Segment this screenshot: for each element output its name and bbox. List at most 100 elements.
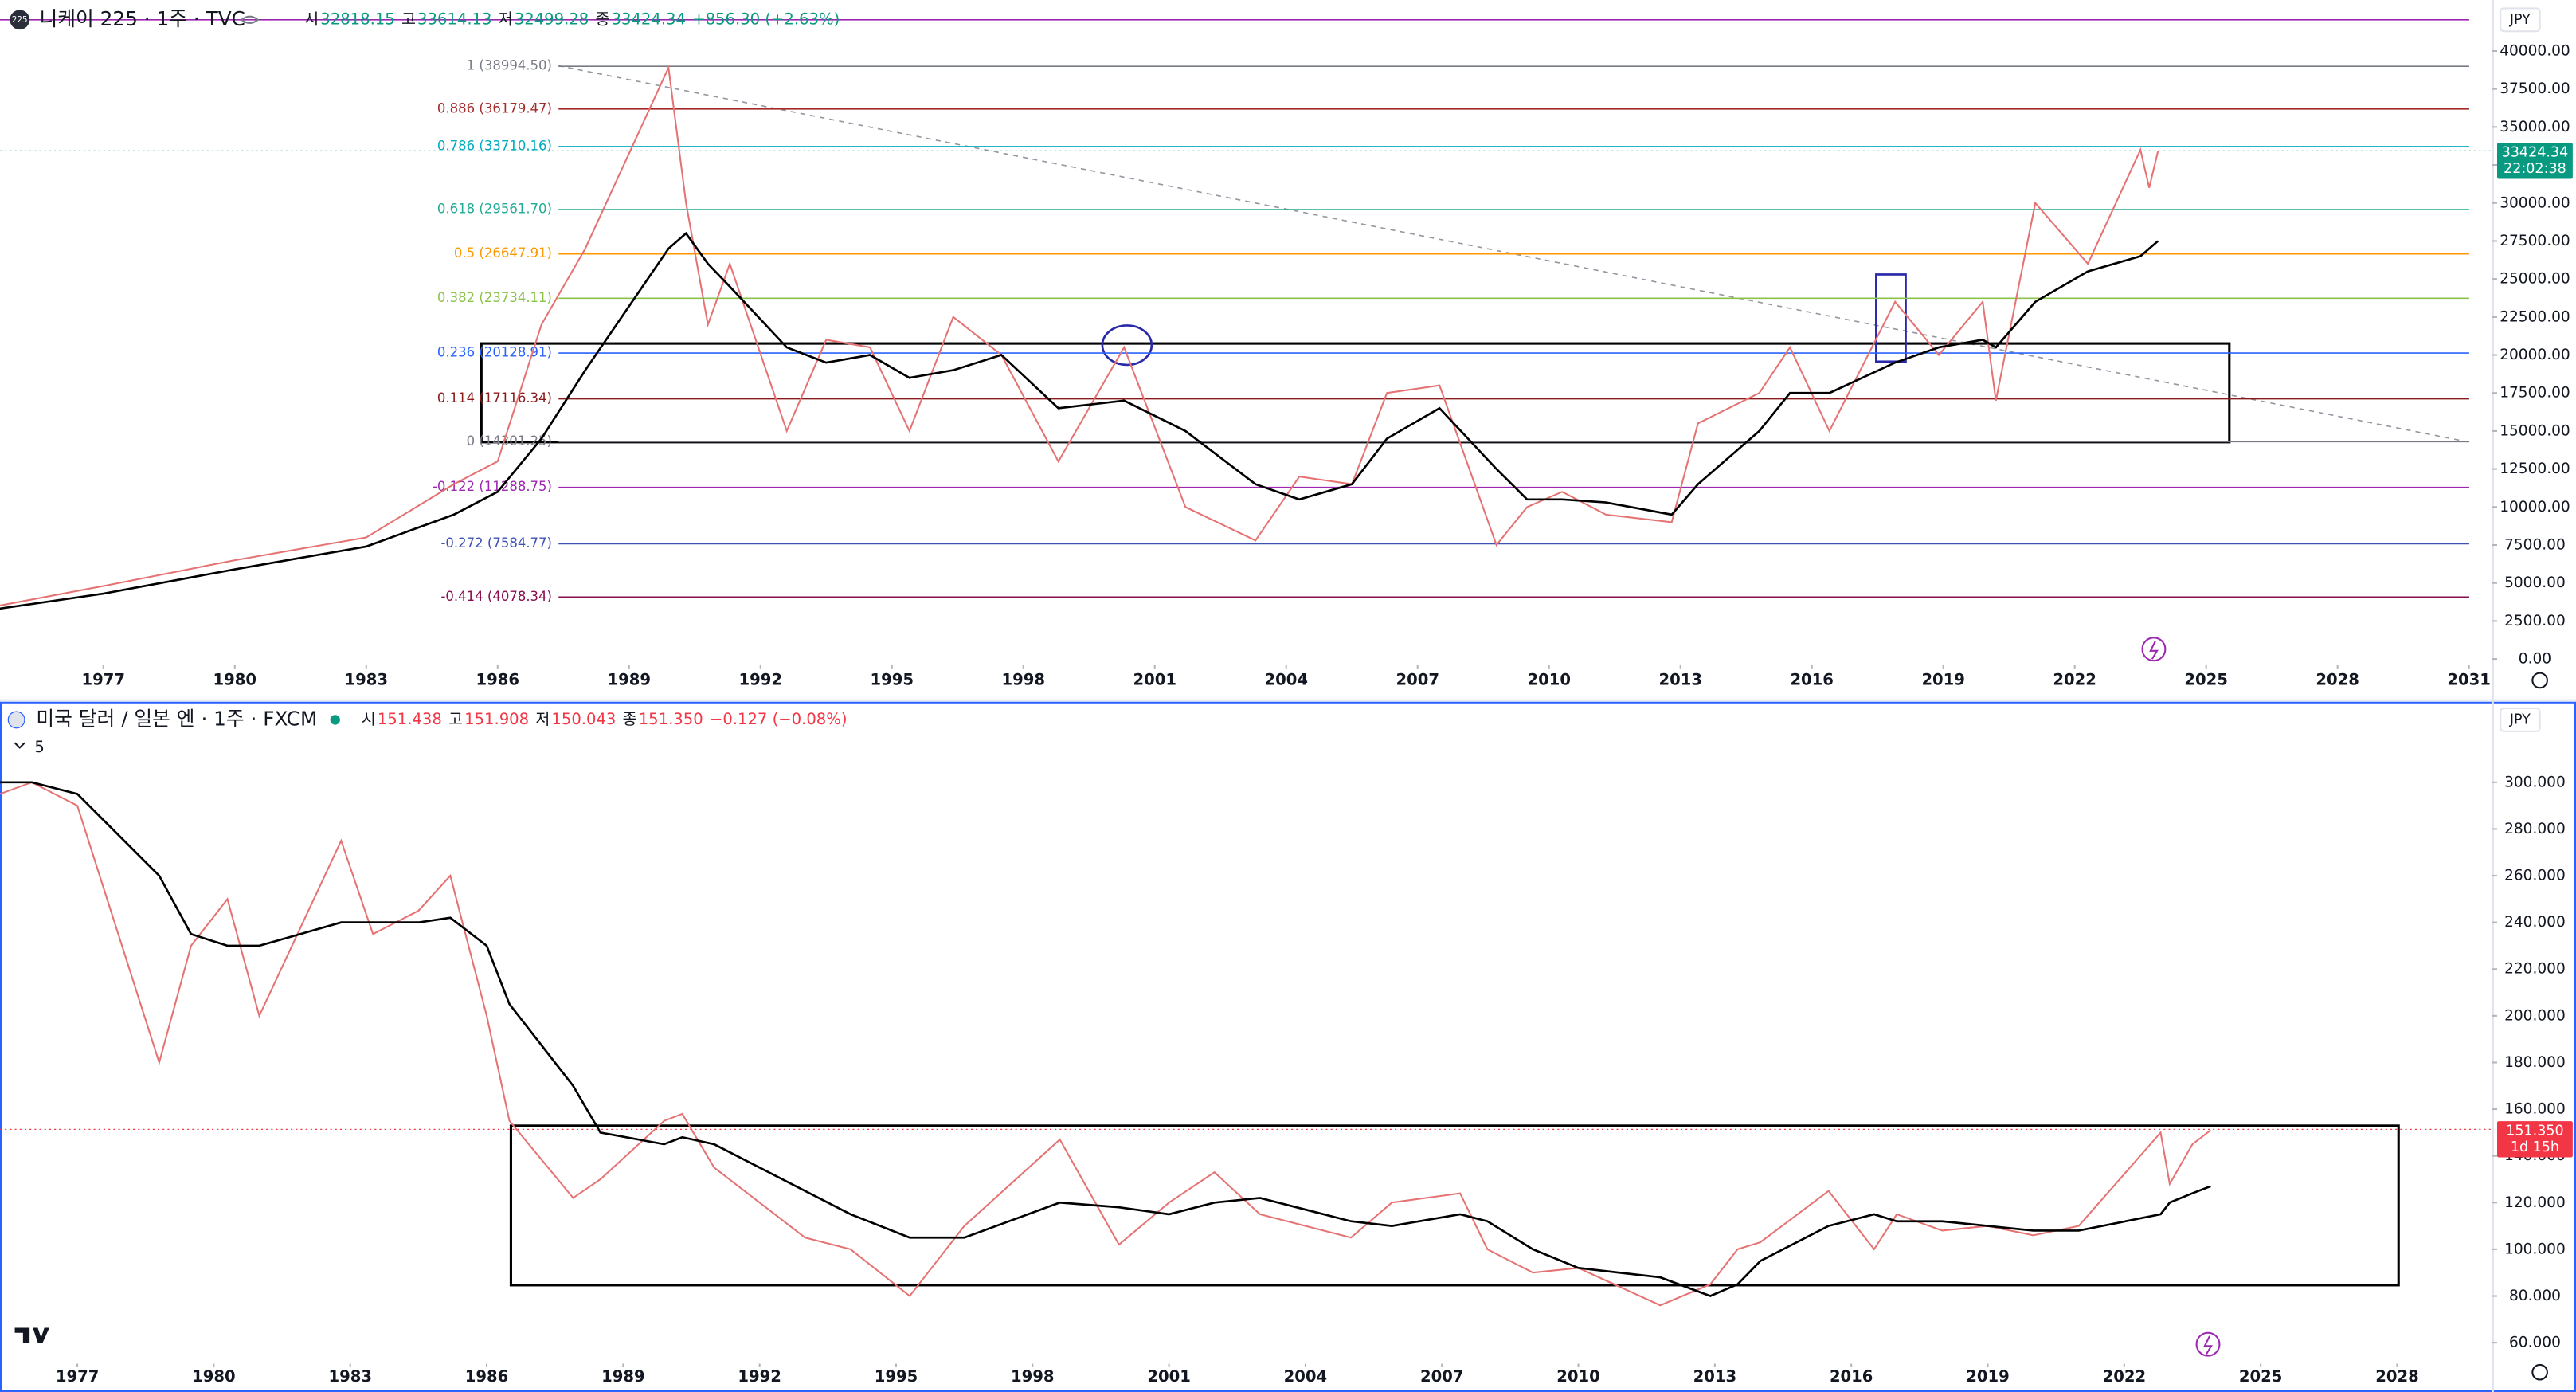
y-tick-label: 27500.00	[2500, 233, 2570, 249]
price-line	[0, 231, 2159, 610]
x-tick-label: 2010	[1556, 1367, 1600, 1386]
fib-level-label: 0.5 (26647.91)	[454, 245, 552, 261]
settings-icon[interactable]	[2531, 1363, 2548, 1381]
x-tick-label: 1995	[875, 1367, 918, 1386]
fib-level-label: -0.122 (11288.75)	[433, 479, 552, 494]
y-tick-label: 160.000	[2504, 1101, 2566, 1118]
currency-box[interactable]	[2500, 7, 2541, 33]
x-tick-label: 1983	[328, 1367, 372, 1386]
price-line	[0, 781, 2211, 1307]
x-tick-label: 1989	[601, 1367, 645, 1386]
price-change: +856.30 (+2.63%)	[692, 10, 840, 28]
fib-level-label: -0.414 (4078.34)	[440, 589, 552, 604]
x-tick-label: 1980	[192, 1367, 236, 1386]
ohlc-value: 150.043	[551, 710, 616, 728]
x-tick-label: 2019	[1966, 1367, 2009, 1386]
y-tick-label: 80.000	[2509, 1288, 2561, 1304]
currency-label[interactable]: JPY	[2509, 12, 2531, 28]
y-tick-label: 260.000	[2504, 868, 2566, 884]
box-drawing	[509, 1124, 2400, 1287]
x-tick-label: 2004	[1284, 1367, 1328, 1386]
fib-level-label: 0.886 (36179.47)	[437, 100, 552, 116]
y-tick-label: 12500.00	[2500, 461, 2570, 477]
market-status-dot	[330, 715, 340, 725]
x-tick-label: 1977	[82, 670, 125, 688]
symbol-title[interactable]: 니케이 225 · 1주 · TVC	[40, 7, 245, 30]
y-tick-label: 0.00	[2519, 651, 2551, 668]
ohlc-label: 고	[448, 710, 463, 728]
active-pane-border	[0, 701, 2576, 1392]
x-tick-label: 1998	[1011, 1367, 1055, 1386]
ohlc-label: 저	[499, 10, 513, 28]
ohlc-value: 33614.13	[417, 10, 491, 28]
ohlc-value: 151.438	[378, 710, 442, 728]
alert-icon[interactable]	[2195, 1331, 2221, 1357]
visibility-icon[interactable]	[240, 15, 260, 24]
indicator-count[interactable]: 5	[34, 738, 44, 756]
fib-level-label: 1 (38994.50)	[467, 58, 552, 73]
y-tick-label: 280.000	[2504, 821, 2566, 837]
last-price-label: 151.350	[2506, 1123, 2563, 1139]
tradingview-logo[interactable]	[14, 1327, 49, 1343]
symbol-title[interactable]: 미국 달러 / 일본 엔 · 1주 · FXCM	[36, 707, 317, 730]
currency-box[interactable]	[2500, 707, 2541, 732]
y-tick-label: 5000.00	[2504, 574, 2566, 591]
x-tick-label: 2028	[2375, 1367, 2418, 1386]
ellipse-drawing	[1101, 324, 1153, 367]
alert-icon-bolt	[2149, 640, 2159, 660]
y-tick-label: 120.000	[2504, 1194, 2566, 1211]
x-tick-label: 2007	[1396, 670, 1439, 688]
y-tick-label: 300.000	[2504, 774, 2566, 790]
fib-level-label: 0 (14301.25)	[467, 433, 552, 449]
ohlc-label: 시	[304, 10, 319, 28]
ohlc-value: 32818.15	[320, 10, 394, 28]
bar-countdown: 22:02:38	[2504, 161, 2566, 177]
alert-icon[interactable]	[2141, 637, 2167, 662]
x-tick-label: 2013	[1658, 670, 1702, 688]
alert-icon-bolt	[2203, 1335, 2213, 1355]
y-tick-label: 22500.00	[2500, 308, 2570, 325]
y-tick-label: 200.000	[2504, 1007, 2566, 1024]
last-price-label: 33424.34	[2502, 144, 2569, 160]
last-price-box	[2497, 1121, 2573, 1158]
x-tick-label: 2019	[1921, 670, 1965, 688]
x-tick-label: 1995	[871, 670, 914, 688]
y-tick-label: 15000.00	[2500, 422, 2570, 439]
fib-level-label: 0.786 (33710.16)	[437, 138, 552, 153]
price-line	[0, 65, 2159, 606]
fib-level-label: 0.382 (23734.11)	[437, 290, 552, 305]
fib-level-label: 0.236 (20128.91)	[437, 345, 552, 360]
bar-countdown: 1d 15h	[2511, 1139, 2559, 1155]
y-tick-label: 60.000	[2509, 1335, 2561, 1351]
ohlc-label: 종	[595, 10, 609, 28]
currency-label[interactable]: JPY	[2509, 712, 2531, 727]
x-tick-label: 2025	[2239, 1367, 2282, 1386]
x-tick-label: 1992	[739, 670, 783, 688]
symbol-badge-text: 225	[12, 15, 28, 25]
x-tick-label: 1986	[465, 1367, 509, 1386]
y-tick-label: 30000.00	[2500, 194, 2570, 211]
box-drawing	[1875, 273, 1907, 363]
ohlc-value: 32499.28	[515, 10, 589, 28]
price-change: −0.127 (−0.08%)	[710, 710, 848, 728]
y-tick-label: 240.000	[2504, 914, 2566, 931]
y-tick-label: 10000.00	[2500, 499, 2570, 516]
ohlc-value: 151.908	[464, 710, 529, 728]
x-tick-label: 2001	[1147, 1367, 1191, 1386]
collapse-icon[interactable]	[14, 742, 25, 749]
x-tick-label: 2028	[2316, 670, 2359, 688]
x-tick-label: 1986	[476, 670, 520, 688]
settings-icon[interactable]	[2531, 672, 2548, 689]
x-tick-label: 2013	[1693, 1367, 1736, 1386]
last-price-box	[2497, 143, 2573, 179]
fib-level-label: 0.114 (17116.34)	[437, 390, 552, 406]
x-tick-label: 2022	[2103, 1367, 2146, 1386]
y-tick-label: 2500.00	[2504, 613, 2566, 629]
y-tick-label: 180.000	[2504, 1054, 2566, 1071]
y-tick-label: 220.000	[2504, 961, 2566, 978]
x-tick-label: 2016	[1790, 670, 1834, 688]
x-tick-label: 1989	[608, 670, 652, 688]
x-tick-label: 2001	[1133, 670, 1176, 688]
